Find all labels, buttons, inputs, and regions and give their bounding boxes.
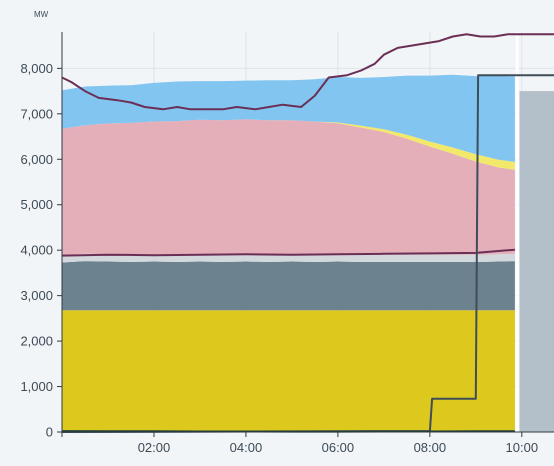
x-tick-label-2: 06:00 (322, 440, 355, 455)
x-axis-ticks: 02:00 04:00 06:00 08:00 10:00 (61, 432, 539, 455)
y-tick-label-6: 6,000 (20, 152, 53, 167)
area-series-1 (62, 261, 515, 311)
unit-label: MW (34, 10, 49, 19)
y-axis-ticks: 0 1,000 2,000 3,000 4,000 5,000 6,000 7,000 8,00… (20, 61, 62, 440)
stacked-areas (62, 74, 515, 432)
line-series-0 (61, 33, 554, 111)
x-tick-label-4: 10:00 (506, 440, 539, 455)
x-tick-label-1: 04:00 (230, 440, 263, 455)
x-tick-label-3: 08:00 (414, 440, 447, 455)
area-series-5 (62, 74, 515, 162)
forecast-area (515, 32, 554, 432)
axes (61, 32, 554, 433)
area-series-3 (62, 119, 515, 256)
y-tick-label-7: 7,000 (20, 106, 53, 121)
y-tick-label-4: 4,000 (20, 243, 53, 258)
area-series-4 (62, 119, 515, 170)
forecast-bar (519, 91, 554, 432)
y-tick-label-0: 0 (46, 425, 53, 440)
y-tick-label-5: 5,000 (20, 197, 53, 212)
y-tick-label-2: 2,000 (20, 334, 53, 349)
y-tick-label-8: 8,000 (20, 61, 53, 76)
y-tick-label-3: 3,000 (20, 288, 53, 303)
y-tick-label-1: 1,000 (20, 379, 53, 394)
line-series-1 (61, 248, 515, 257)
area-series-0 (62, 310, 515, 432)
x-tick-label-0: 02:00 (138, 440, 171, 455)
area-series-2 (62, 253, 515, 263)
